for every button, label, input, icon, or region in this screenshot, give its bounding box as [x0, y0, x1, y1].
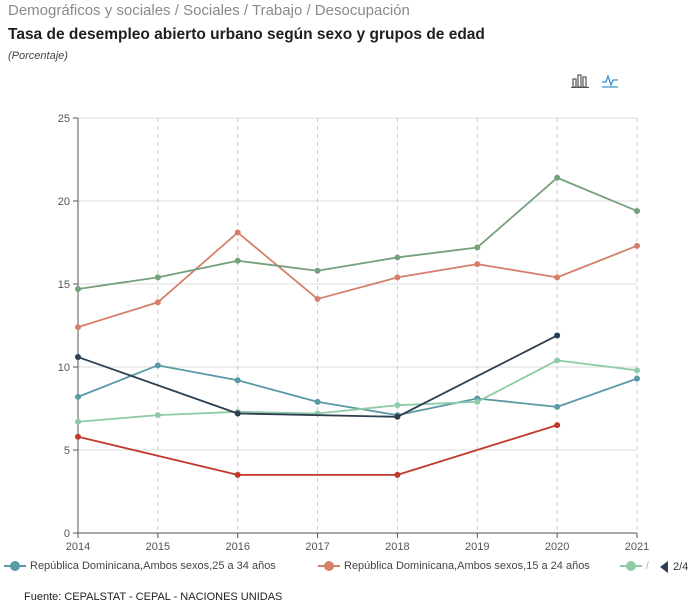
legend-marker — [4, 560, 26, 572]
chevron-left-icon[interactable] — [660, 561, 668, 573]
data-point — [634, 375, 640, 382]
chart-title: Tasa de desempleo abierto urbano según s… — [8, 26, 485, 43]
data-point — [554, 332, 561, 339]
line-chart: 0 5 10 15 20 25 2014 2015 2016 2017 2018 2019 2020 20… — [58, 113, 649, 553]
data-point — [474, 244, 481, 251]
data-point — [474, 261, 481, 268]
data-point — [394, 254, 401, 261]
data-point — [554, 403, 561, 410]
data-point — [634, 367, 640, 374]
data-point — [234, 257, 241, 264]
legend-marker — [620, 560, 642, 572]
y-tick-label: 10 — [58, 362, 70, 374]
data-point — [634, 242, 640, 249]
series-line — [77, 334, 558, 418]
data-point — [314, 295, 321, 302]
chart-subtitle: (Porcentaje) — [8, 50, 68, 62]
line-chart-icon[interactable] — [600, 70, 620, 90]
x-tick-label: 2021 — [625, 541, 649, 553]
data-point — [474, 398, 481, 405]
data-point — [234, 471, 241, 478]
data-point — [394, 274, 401, 281]
data-point — [75, 393, 81, 400]
legend-label: / — [646, 560, 649, 572]
bar-chart-icon[interactable] — [570, 70, 590, 90]
x-tick-label: 2019 — [465, 541, 489, 553]
legend-item-25-34[interactable]: República Dominicana,Ambos sexos,25 a 34… — [4, 560, 276, 572]
legend-item-15-24[interactable]: República Dominicana,Ambos sexos,15 a 24… — [318, 560, 590, 572]
data-point — [634, 207, 640, 214]
data-point — [154, 412, 161, 419]
legend-pager: 2/4 — [660, 561, 688, 573]
data-point — [234, 410, 241, 417]
data-point — [154, 362, 161, 369]
data-point — [75, 433, 81, 440]
series-line — [77, 231, 638, 329]
x-tick-label: 2020 — [545, 541, 569, 553]
data-point — [314, 398, 321, 405]
legend-item-truncated[interactable]: / — [620, 560, 649, 572]
x-tick-label: 2018 — [385, 541, 409, 553]
data-point — [554, 357, 561, 364]
data-point — [554, 274, 561, 281]
data-point — [554, 422, 561, 429]
data-point — [234, 377, 241, 384]
x-tick-label: 2017 — [305, 541, 329, 553]
data-point — [154, 299, 161, 306]
data-point — [75, 418, 81, 425]
data-point — [75, 354, 81, 361]
source-note: Fuente: CEPALSTAT - CEPAL - NACIONES UNI… — [24, 591, 283, 603]
data-point — [394, 413, 401, 420]
data-point — [154, 274, 161, 281]
data-point — [75, 285, 81, 292]
legend-label: República Dominicana,Ambos sexos,15 a 24… — [344, 560, 590, 572]
y-tick-label: 15 — [58, 279, 70, 291]
data-point — [394, 402, 401, 409]
chart-legend: República Dominicana,Ambos sexos,25 a 34… — [0, 558, 698, 578]
legend-marker — [318, 560, 340, 572]
data-point — [394, 471, 401, 478]
legend-label: República Dominicana,Ambos sexos,25 a 34… — [30, 560, 276, 572]
data-point — [314, 267, 321, 274]
x-tick-label: 2014 — [66, 541, 90, 553]
breadcrumb: Demográficos y sociales / Sociales / Tra… — [8, 2, 410, 19]
data-point — [554, 174, 561, 181]
data-point — [234, 229, 241, 236]
series-line — [77, 364, 638, 417]
y-tick-label: 5 — [64, 445, 70, 457]
y-tick-label: 25 — [58, 113, 70, 125]
legend-page-indicator: 2/4 — [673, 561, 689, 573]
y-tick-label: 0 — [64, 528, 70, 540]
x-tick-label: 2016 — [225, 541, 249, 553]
y-tick-label: 20 — [58, 196, 70, 208]
x-tick-label: 2015 — [146, 541, 170, 553]
series-line — [77, 359, 638, 423]
data-point — [75, 324, 81, 331]
series-line — [77, 424, 558, 476]
chart-toolbar — [570, 70, 620, 90]
series-line — [77, 176, 638, 290]
